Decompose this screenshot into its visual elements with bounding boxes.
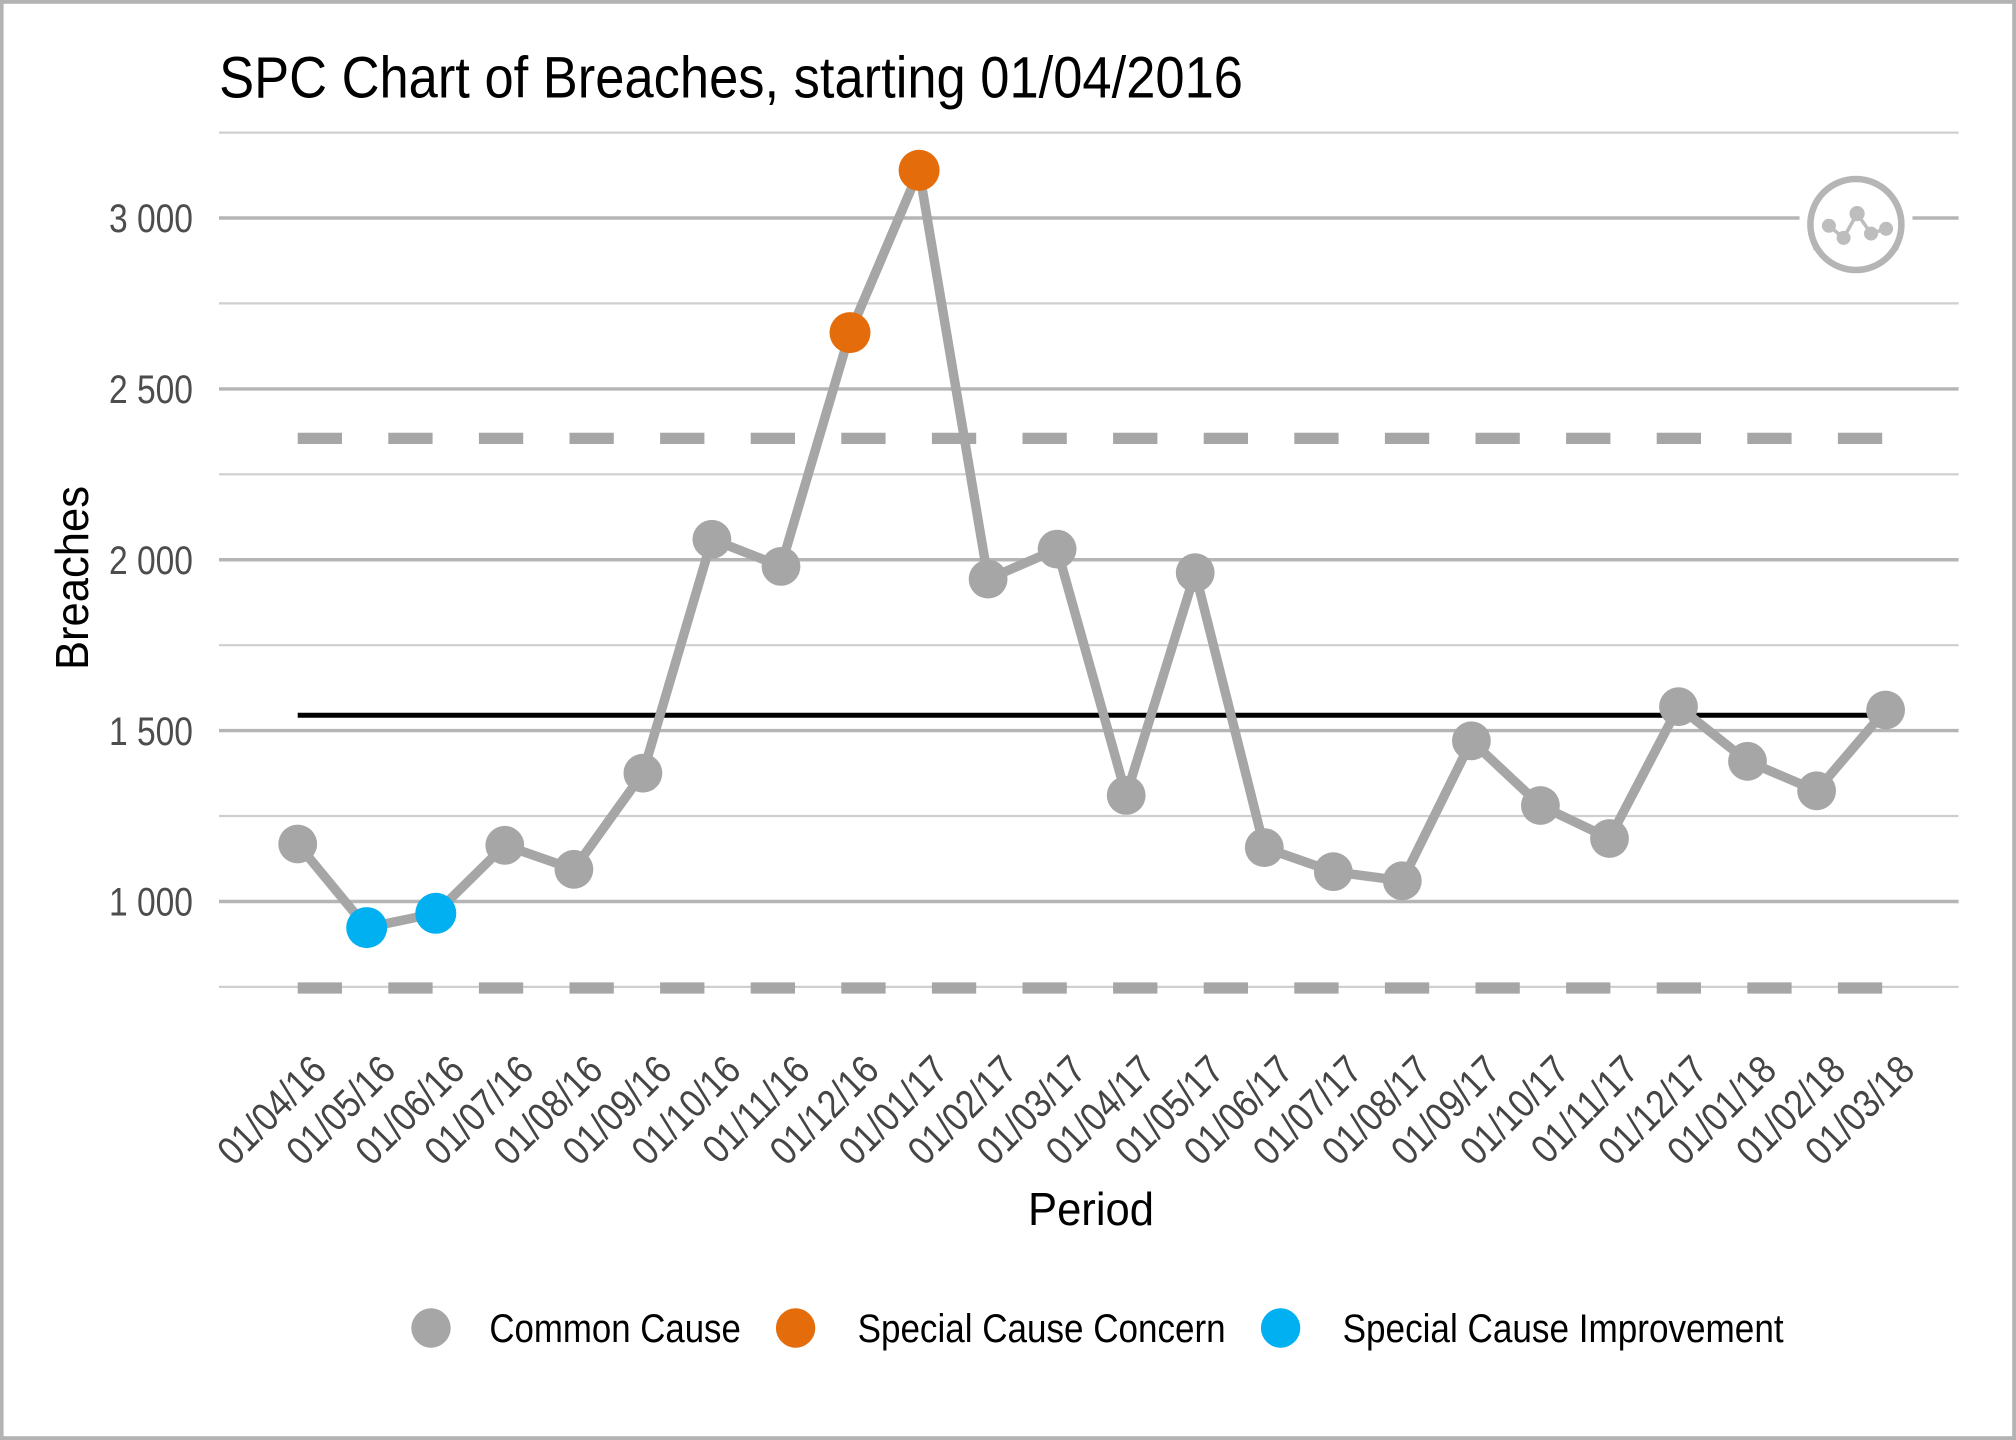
svg-text:1 500: 1 500	[109, 709, 193, 753]
svg-text:Breaches: Breaches	[47, 486, 98, 670]
svg-text:2 000: 2 000	[109, 538, 193, 582]
svg-text:3 000: 3 000	[109, 196, 193, 240]
svg-text:Common Cause: Common Cause	[489, 1306, 740, 1351]
svg-text:Special Cause Improvement: Special Cause Improvement	[1343, 1306, 1785, 1351]
svg-text:2 500: 2 500	[109, 367, 193, 411]
svg-text:1 000: 1 000	[109, 880, 193, 924]
svg-text:SPC Chart of Breaches, startin: SPC Chart of Breaches, starting 01/04/20…	[219, 45, 1243, 110]
svg-text:Period: Period	[1028, 1184, 1154, 1235]
svg-text:Special Cause Concern: Special Cause Concern	[858, 1306, 1226, 1351]
